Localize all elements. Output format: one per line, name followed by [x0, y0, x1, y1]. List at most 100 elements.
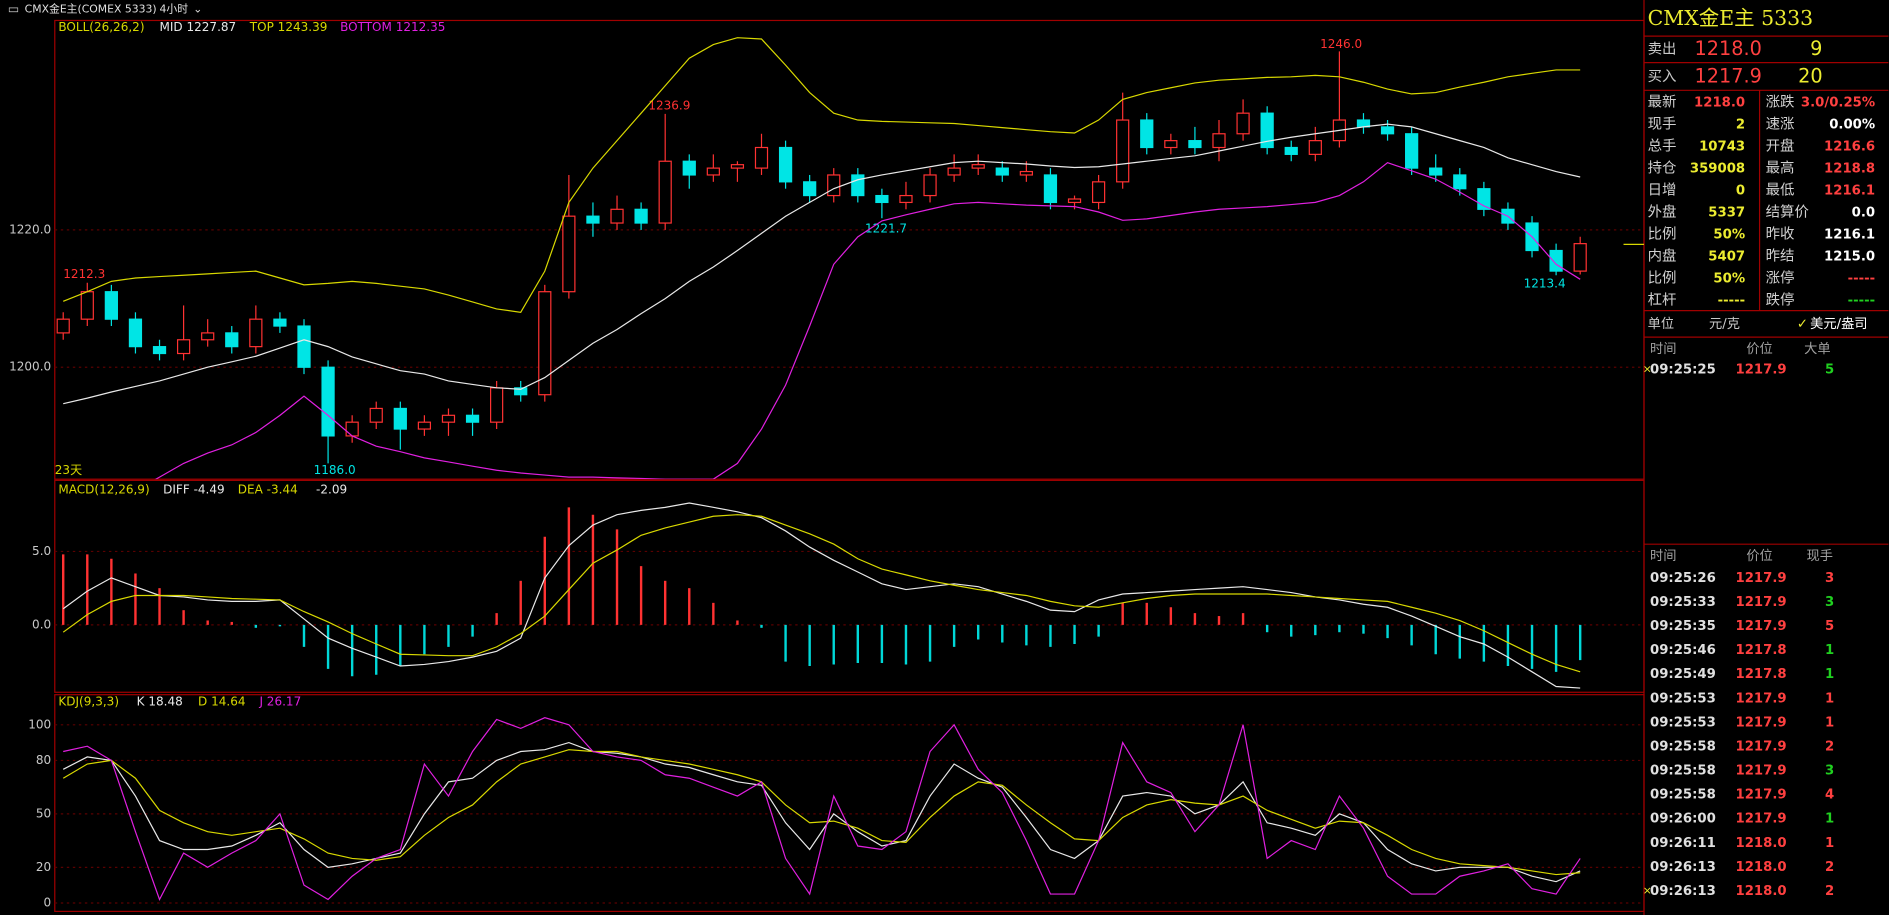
- column-header: 现手: [1807, 548, 1833, 564]
- y-tick-label: 20: [36, 860, 51, 874]
- y-tick-label: 100: [28, 717, 51, 731]
- row-price: 1217.8: [1735, 667, 1786, 682]
- column-header: 时间: [1650, 341, 1676, 357]
- candle-body: [417, 421, 432, 430]
- row-price: 1217.9: [1735, 788, 1786, 803]
- sidebar-title: CMX金E主 5333: [1648, 6, 1814, 30]
- candle-body: [1067, 198, 1082, 204]
- indicator-line: [62, 37, 1581, 313]
- indicator-line: [62, 749, 1581, 876]
- candle-body: [297, 325, 311, 368]
- bid-label: 买入: [1648, 68, 1677, 85]
- y-tick-label: 50: [36, 806, 51, 820]
- row-price: 1217.9: [1735, 715, 1786, 730]
- row-price: 1217.9: [1735, 363, 1786, 378]
- row-price: 1217.9: [1735, 571, 1786, 586]
- candle-body: [947, 167, 961, 176]
- row-time: 09:25:46: [1650, 643, 1716, 658]
- y-tick-label: 1200.0: [9, 360, 51, 374]
- row-volume: 2: [1825, 884, 1834, 899]
- row-volume: 3: [1825, 571, 1834, 586]
- row-marker: ×: [1643, 884, 1652, 897]
- candle-body: [441, 414, 456, 423]
- quote-value: -----: [1718, 294, 1745, 309]
- quote-label: 现手: [1648, 115, 1677, 132]
- indicator-name[interactable]: KDJ(9,3,3): [58, 694, 119, 708]
- quote-value: 3.0/0.25%: [1801, 95, 1875, 110]
- quote-label: 昨结: [1766, 248, 1795, 265]
- quote-value: 10743: [1699, 139, 1745, 154]
- candle-body: [971, 164, 985, 169]
- row-volume: 2: [1825, 860, 1834, 875]
- candle-body: [1429, 167, 1443, 176]
- quote-value: 359008: [1690, 161, 1745, 176]
- quote-label: 比例: [1648, 226, 1677, 243]
- row-time: 09:25:58: [1650, 764, 1716, 779]
- row-price: 1217.9: [1735, 619, 1786, 634]
- unit-option[interactable]: 元/克: [1709, 316, 1740, 332]
- candle-body: [1308, 140, 1322, 155]
- candle-body: [586, 215, 600, 224]
- candle-body: [875, 194, 889, 204]
- candle-body: [1164, 140, 1178, 149]
- column-header: 大单: [1804, 341, 1830, 357]
- bid-price: 1217.9: [1695, 65, 1762, 88]
- row-price: 1218.0: [1735, 884, 1786, 899]
- quote-label: 持仓: [1648, 159, 1677, 176]
- quote-label: 最新: [1648, 93, 1677, 110]
- row-volume: 3: [1825, 595, 1834, 610]
- quote-label: 开盘: [1766, 136, 1795, 154]
- quote-value: 1216.1: [1824, 228, 1875, 243]
- row-time: 09:25:49: [1650, 667, 1716, 682]
- candle-body: [273, 318, 287, 327]
- indicator-line: [63, 717, 1581, 901]
- period-selector[interactable]: 4小时: [160, 3, 189, 16]
- dropdown-arrow[interactable]: ⌄: [193, 3, 202, 16]
- quote-label: 速涨: [1766, 115, 1795, 132]
- legend-label: K 18.48: [137, 694, 183, 708]
- menu-icon[interactable]: ▭: [8, 2, 19, 16]
- indicator-name[interactable]: MACD(12,26,9): [58, 483, 149, 497]
- quote-value: 0.0: [1852, 205, 1875, 220]
- quote-value: 1215.0: [1824, 250, 1875, 265]
- candle-body: [1212, 133, 1226, 149]
- candle-body: [1019, 170, 1033, 176]
- row-price: 1217.8: [1735, 643, 1786, 658]
- quote-value: 0.00%: [1829, 117, 1875, 132]
- check-icon: ✓: [1797, 317, 1808, 332]
- quote-label: 涨跌: [1766, 93, 1795, 110]
- candle-body: [514, 387, 528, 396]
- row-price: 1217.9: [1735, 764, 1786, 779]
- quote-value: 1216.6: [1824, 139, 1875, 154]
- indicator-name[interactable]: BOLL(26,26,2): [58, 20, 144, 34]
- row-marker: ×: [1643, 363, 1652, 376]
- quote-value: 5337: [1708, 205, 1745, 220]
- column-header: 价位: [1746, 341, 1772, 357]
- row-price: 1218.0: [1735, 860, 1786, 875]
- candle-body: [321, 366, 335, 437]
- y-tick-label: 80: [36, 753, 51, 767]
- quote-label: 跌停: [1766, 292, 1795, 309]
- candle-body: [249, 318, 263, 348]
- legend-label: DEA -3.44: [238, 483, 298, 497]
- candle-body: [1405, 133, 1419, 169]
- candle-body: [176, 339, 191, 355]
- quote-label: 总手: [1648, 137, 1677, 154]
- candle-body: [706, 167, 720, 176]
- candle-body: [393, 407, 407, 430]
- row-volume: 1: [1825, 836, 1834, 851]
- candle-body: [345, 421, 359, 437]
- row-price: 1217.9: [1735, 739, 1786, 754]
- candle-body: [104, 291, 118, 320]
- quote-value: 0: [1736, 183, 1745, 198]
- candle-body: [682, 160, 696, 176]
- y-tick-label: 0.0: [32, 617, 51, 631]
- candle-body: [1260, 112, 1274, 149]
- row-price: 1217.9: [1735, 595, 1786, 610]
- candle-body: [1284, 146, 1298, 155]
- unit-option[interactable]: 美元/盎司: [1810, 316, 1867, 332]
- legend-label: -2.09: [316, 483, 347, 497]
- row-volume: 1: [1825, 812, 1834, 827]
- price-annotation: 1236.9: [648, 98, 690, 112]
